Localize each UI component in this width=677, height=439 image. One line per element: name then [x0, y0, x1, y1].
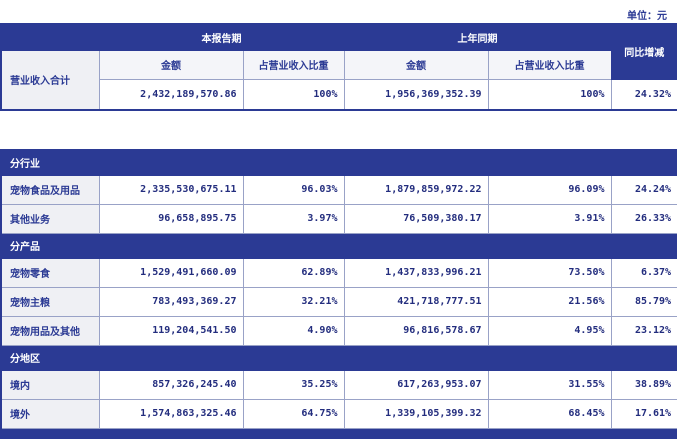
total-prior-amount: 1,956,369,352.39 — [343, 78, 489, 111]
row-label: 境外 — [0, 398, 100, 429]
amount-header-prior: 金额 — [343, 49, 489, 80]
total-current-pct: 100% — [242, 78, 345, 111]
row-label: 其他业务 — [0, 203, 100, 234]
pct-header-prior: 占营业收入比重 — [487, 49, 612, 80]
row-label: 宠物零食 — [0, 257, 100, 288]
table-row: 境外 1,574,863,325.46 64.75% 1,339,105,399… — [0, 398, 677, 429]
summary-header-row-1: 本报告期 上年同期 同比增减 — [0, 23, 677, 80]
section-title: 分行业 — [0, 149, 677, 176]
total-prior-pct: 100% — [487, 78, 612, 111]
row-label: 宠物主粮 — [0, 286, 100, 317]
cell-prior-amount: 421,718,777.51 — [343, 286, 489, 317]
summary-header-row-2: 营业收入合计 金额 占营业收入比重 金额 占营业收入比重 — [0, 49, 677, 111]
section-band-by-region: 分地区 — [0, 344, 677, 371]
cell-current-pct: 35.25% — [242, 369, 345, 400]
revenue-breakdown-table: 分行业 宠物食品及用品 2,335,530,675.11 96.03% 1,87… — [0, 149, 677, 439]
cell-prior-amount: 96,816,578.67 — [343, 315, 489, 346]
cell-prior-amount: 1,339,105,399.32 — [343, 398, 489, 429]
cell-current-amount: 96,658,895.75 — [98, 203, 244, 234]
table-row: 境内 857,326,245.40 35.25% 617,263,953.07 … — [0, 369, 677, 400]
row-label: 宠物食品及用品 — [0, 174, 100, 205]
cell-prior-amount: 76,509,380.17 — [343, 203, 489, 234]
cell-current-pct: 4.90% — [242, 315, 345, 346]
total-current-amount: 2,432,189,570.86 — [98, 78, 244, 111]
cell-prior-amount: 617,263,953.07 — [343, 369, 489, 400]
yoy-change-header: 同比增减 — [610, 23, 677, 80]
cell-current-amount: 1,574,863,325.46 — [98, 398, 244, 429]
total-revenue-label: 营业收入合计 — [0, 49, 100, 111]
total-yoy: 24.32% — [610, 78, 677, 111]
cell-prior-pct: 31.55% — [487, 369, 612, 400]
section-band-clipped-cell — [0, 427, 677, 439]
total-revenue-row: 2,432,189,570.86 100% 1,956,369,352.39 1… — [1, 78, 677, 111]
row-label: 境内 — [0, 369, 100, 400]
unit-label: 单位：元 — [627, 11, 667, 22]
section-band-by-industry: 分行业 — [0, 149, 677, 176]
table-row: 宠物用品及其他 119,204,541.50 4.90% 96,816,578.… — [0, 315, 677, 346]
table-row: 宠物主粮 783,493,369.27 32.21% 421,718,777.5… — [0, 286, 677, 317]
prior-period-header: 上年同期 — [343, 23, 612, 51]
table-row: 宠物食品及用品 2,335,530,675.11 96.03% 1,879,85… — [0, 174, 677, 205]
section-title: 分产品 — [0, 232, 677, 259]
summary-corner-cell — [0, 23, 100, 51]
table-row: 其他业务 96,658,895.75 3.97% 76,509,380.17 3… — [0, 203, 677, 234]
cell-yoy: 26.33% — [610, 203, 677, 234]
cell-prior-amount: 1,879,859,972.22 — [343, 174, 489, 205]
cell-prior-pct: 68.45% — [487, 398, 612, 429]
cell-current-pct: 3.97% — [242, 203, 345, 234]
cell-current-pct: 32.21% — [242, 286, 345, 317]
cell-yoy: 38.89% — [610, 369, 677, 400]
section-band-clipped — [0, 427, 677, 439]
cell-prior-pct: 21.56% — [487, 286, 612, 317]
cell-current-amount: 783,493,369.27 — [98, 286, 244, 317]
cell-current-amount: 119,204,541.50 — [98, 315, 244, 346]
cell-prior-pct: 96.09% — [487, 174, 612, 205]
section-title: 分地区 — [0, 344, 677, 371]
current-period-header: 本报告期 — [98, 23, 345, 51]
cell-yoy: 24.24% — [610, 174, 677, 205]
cell-yoy: 85.79% — [610, 286, 677, 317]
cell-current-pct: 96.03% — [242, 174, 345, 205]
table-row: 宠物零食 1,529,491,660.09 62.89% 1,437,833,9… — [0, 257, 677, 288]
cell-current-amount: 1,529,491,660.09 — [98, 257, 244, 288]
cell-prior-pct: 3.91% — [487, 203, 612, 234]
section-band-by-product: 分产品 — [0, 232, 677, 259]
cell-current-amount: 2,335,530,675.11 — [98, 174, 244, 205]
cell-current-pct: 64.75% — [242, 398, 345, 429]
cell-yoy: 17.61% — [610, 398, 677, 429]
amount-header-current: 金额 — [98, 49, 244, 80]
revenue-summary-table: 本报告期 上年同期 同比增减 营业收入合计 金额 占营业收入比重 金额 占营业收… — [0, 23, 677, 111]
row-label: 宠物用品及其他 — [0, 315, 100, 346]
cell-prior-pct: 73.50% — [487, 257, 612, 288]
cell-current-pct: 62.89% — [242, 257, 345, 288]
cell-prior-pct: 4.95% — [487, 315, 612, 346]
cell-yoy: 23.12% — [610, 315, 677, 346]
cell-current-amount: 857,326,245.40 — [98, 369, 244, 400]
cell-yoy: 6.37% — [610, 257, 677, 288]
cell-prior-amount: 1,437,833,996.21 — [343, 257, 489, 288]
pct-header-current: 占营业收入比重 — [242, 49, 345, 80]
